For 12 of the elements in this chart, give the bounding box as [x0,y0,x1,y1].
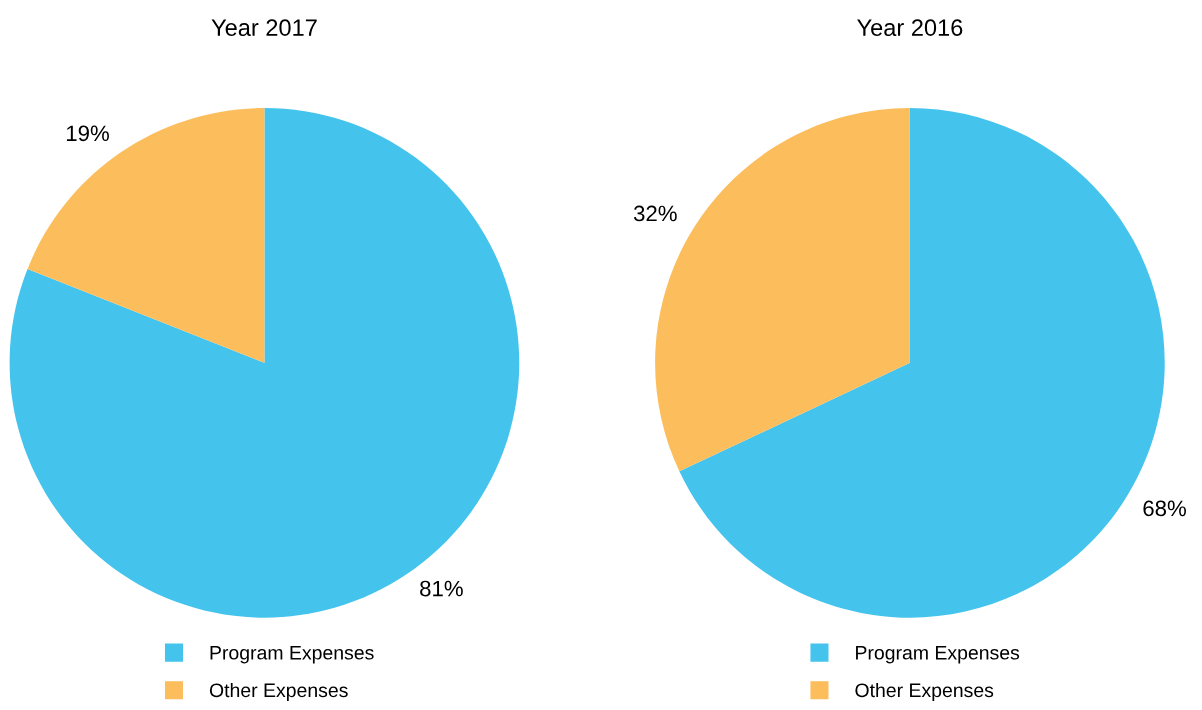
data-label: 81% [420,580,463,597]
data-label: 32% [633,205,677,222]
data-label: 19% [66,125,109,142]
data-label: 68% [1143,500,1186,517]
legend-label: Other Expenses [209,682,348,702]
legend-label: Program Expenses [856,646,1020,664]
pie-slice [9,107,520,618]
legend-label: Other Expenses [855,682,994,702]
chart-title: Year 2016 [857,19,963,36]
pie-slice [27,107,265,363]
chart-title: Year 2017 [211,19,317,36]
legend-label: Program Expenses [210,646,374,664]
